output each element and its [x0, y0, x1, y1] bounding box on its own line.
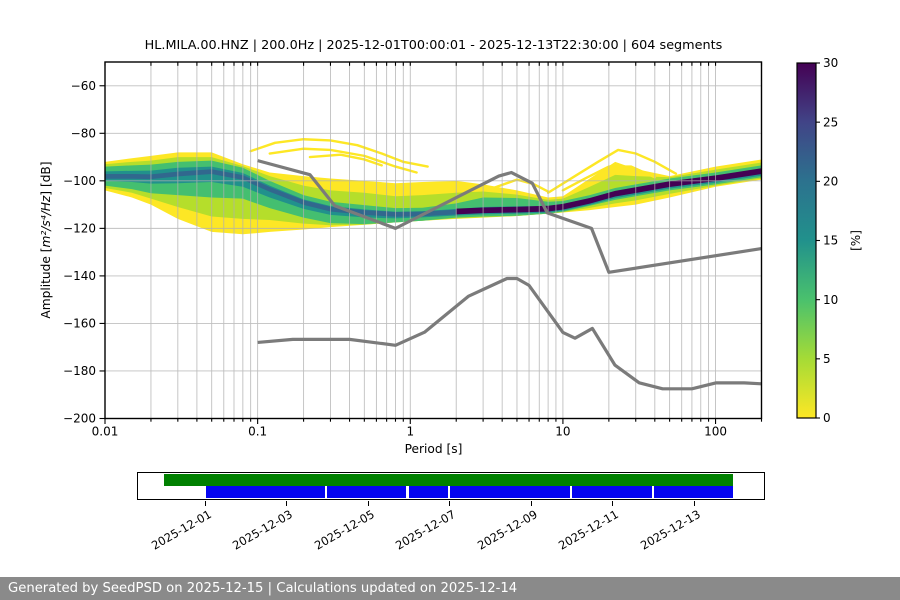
- colorbar-tick-label: 30: [823, 56, 838, 70]
- coverage-gap: [448, 485, 451, 498]
- colorbar-tick-label: 15: [823, 234, 838, 248]
- footer-text: Generated by SeedPSD on 2025-12-15 | Cal…: [8, 581, 518, 596]
- density-band-gt20pct: [105, 169, 457, 217]
- coverage-gap: [406, 485, 409, 498]
- timeline-tick: [286, 500, 288, 506]
- y-tick-label: −200: [63, 412, 96, 426]
- colorbar-ticks: 0 5 10 15 20 25 30: [816, 56, 838, 425]
- wisp-line: [249, 138, 429, 168]
- x-tick-label: 100: [704, 425, 727, 439]
- y-tick-labels: −60 −80 −100 −120 −140 −160 −180 −200: [63, 79, 96, 426]
- wisp-line: [268, 147, 418, 174]
- y-tick-label: −140: [63, 269, 96, 283]
- x-tick-label: 0.01: [92, 425, 119, 439]
- colorbar-tick-label: 0: [823, 411, 831, 425]
- y-tick-label: −180: [63, 364, 96, 378]
- timeline-tick: [204, 500, 206, 506]
- x-tick-labels: 0.01 0.1 1 10 100: [92, 425, 727, 439]
- plot-title: HL.MILA.00.HNZ | 200.0Hz | 2025-12-01T00…: [144, 38, 723, 53]
- colorbar-tick-label: 25: [823, 115, 838, 129]
- axis-ticks: [99, 62, 763, 424]
- colorbar-tick-label: 5: [823, 352, 831, 366]
- colorbar-unit-label: [%]: [849, 230, 863, 251]
- y-tick-label: −80: [71, 127, 96, 141]
- noise-model-lines: [257, 159, 762, 391]
- coverage-bar-green: [163, 473, 733, 486]
- timeline-tick: [612, 500, 614, 506]
- nhnm-line: [257, 159, 762, 274]
- y-tick-label: −60: [71, 79, 96, 93]
- colorbar-gradient: [797, 63, 816, 418]
- density-band-gt3pct: [105, 157, 762, 226]
- coverage-gap: [569, 485, 572, 498]
- y-tick-label: −100: [63, 174, 96, 188]
- timeline-tick: [449, 500, 451, 506]
- timeline-tick: [530, 500, 532, 506]
- x-tick-label: 10: [555, 425, 570, 439]
- x-tick-label: 0.1: [248, 425, 267, 439]
- plot-frame: [104, 61, 763, 420]
- coverage-timeline: [137, 472, 765, 500]
- wisp-line: [308, 153, 383, 167]
- colorbar-tick-label: 20: [823, 175, 838, 189]
- colorbar-tick-label: 10: [823, 293, 838, 307]
- density-band-gt25pct: [456, 168, 762, 215]
- coverage-gap: [325, 485, 328, 498]
- coverage-gap: [651, 485, 654, 498]
- gridlines: [104, 62, 762, 419]
- y-tick-label: −160: [63, 317, 96, 331]
- nlnm-line: [257, 276, 762, 391]
- x-tick-label: 1: [406, 425, 414, 439]
- ppsd-heatmap: [105, 152, 762, 235]
- y-tick-label: −120: [63, 222, 96, 236]
- wisp-line: [492, 178, 550, 193]
- ppsd-plot-canvas: 0.01 0.1 1 10 100−60−80−100−120−140−160−180−…: [63, 56, 863, 439]
- x-axis-label: Period [s]: [404, 442, 463, 456]
- timeline-tick: [693, 500, 695, 506]
- footer-bar: Generated by SeedPSD on 2025-12-15 | Cal…: [0, 577, 900, 600]
- coverage-bar-blue: [205, 485, 733, 498]
- timeline-tick: [367, 500, 369, 506]
